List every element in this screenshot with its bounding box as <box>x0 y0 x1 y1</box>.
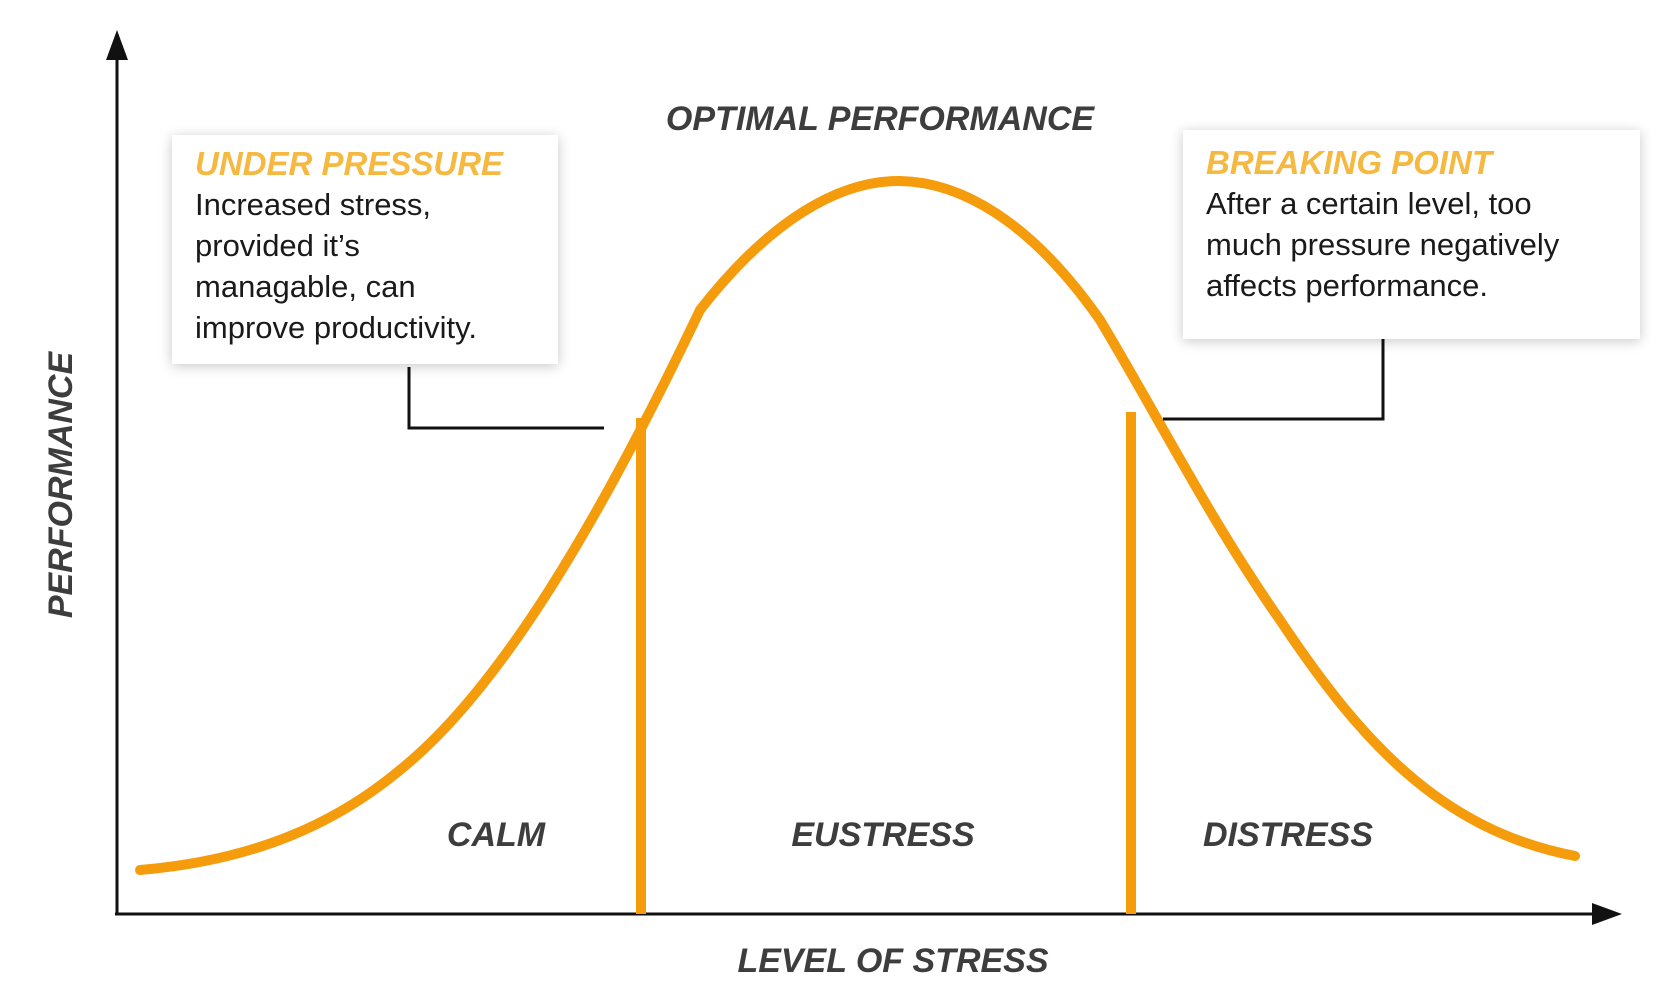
breaking-point-text-line: affects performance. <box>1206 268 1489 303</box>
x-axis-arrowhead <box>1592 903 1622 925</box>
x-axis-title: LEVEL OF STRESS <box>737 942 1048 980</box>
performance-curve <box>135 175 1580 875</box>
under-pressure-text-line: managable, can <box>195 269 416 304</box>
under-pressure-callout: UNDER PRESSURE Increased stress, provide… <box>172 135 558 364</box>
zone-label-distress: DISTRESS <box>1203 816 1373 854</box>
under-pressure-text-line: provided it’s <box>195 228 360 263</box>
under-pressure-text-line: improve productivity. <box>195 310 477 345</box>
zone-label-calm: CALM <box>447 816 546 854</box>
breaking-point-text-line: much pressure negatively <box>1206 227 1560 262</box>
y-axis-title: PERFORMANCE <box>42 351 80 619</box>
zone-label-eustress: EUSTRESS <box>791 816 975 854</box>
breaking-point-callout: BREAKING POINT After a certain level, to… <box>1183 130 1640 339</box>
breaking-point-connector <box>1163 338 1385 421</box>
under-pressure-title: UNDER PRESSURE <box>195 145 504 182</box>
optimal-performance-label: OPTIMAL PERFORMANCE <box>666 100 1095 138</box>
under-pressure-connector <box>407 367 604 430</box>
under-pressure-text-line: Increased stress, <box>195 187 432 222</box>
breaking-point-title: BREAKING POINT <box>1206 144 1493 181</box>
breaking-point-text-line: After a certain level, too <box>1206 186 1532 221</box>
y-axis-arrowhead <box>106 30 128 60</box>
